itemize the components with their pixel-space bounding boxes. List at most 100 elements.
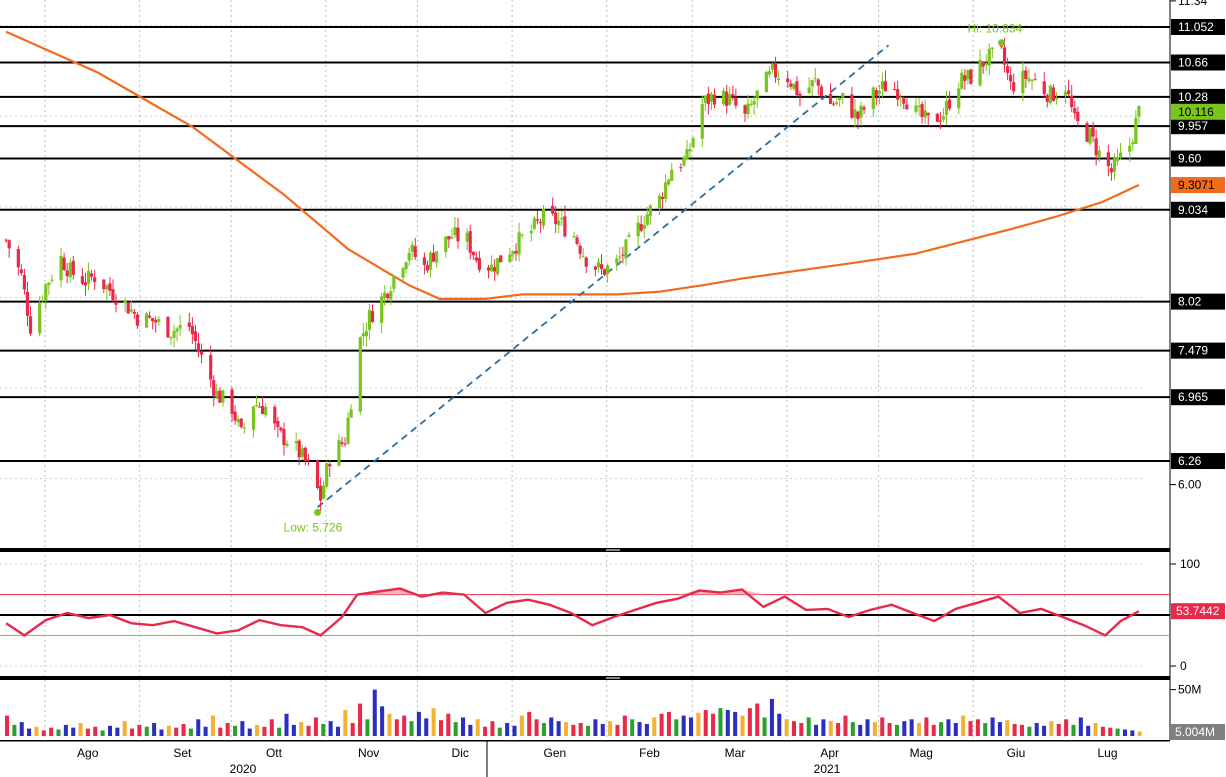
volume-bar (1027, 726, 1032, 736)
candle (425, 260, 430, 273)
volume-bar (681, 715, 686, 736)
candle (431, 244, 436, 263)
candle (682, 154, 686, 168)
candle (1027, 68, 1031, 84)
candle (450, 228, 454, 240)
volume-bar (644, 723, 649, 736)
candle (923, 99, 927, 124)
month-label: Dic (452, 746, 469, 760)
candle (902, 96, 906, 110)
candle (978, 49, 982, 87)
volume-bar (269, 719, 274, 736)
volume-bar (1064, 719, 1069, 736)
volume-bar (615, 724, 620, 736)
volume-bar (365, 719, 370, 736)
volume-bar (453, 722, 458, 736)
candle (123, 297, 127, 312)
volume-bar (711, 713, 716, 736)
candle (755, 90, 759, 108)
candle (22, 268, 27, 295)
volume-bar (983, 723, 988, 736)
volume-bar (122, 721, 127, 736)
candle (1088, 127, 1092, 146)
panel-separator (0, 676, 1170, 680)
candle (535, 210, 539, 225)
candle (850, 86, 854, 119)
candle (135, 312, 139, 329)
candle (68, 257, 72, 283)
candle (960, 68, 964, 90)
candle (1006, 57, 1010, 81)
volume-bar (12, 724, 17, 736)
candle (1009, 66, 1013, 90)
volume-bar (247, 728, 252, 736)
volume-bar (997, 722, 1002, 736)
volume-bar (894, 724, 899, 736)
candle (486, 264, 491, 279)
candle (209, 345, 213, 388)
candle (59, 247, 63, 288)
volume-bar (56, 729, 61, 736)
candle (1091, 121, 1095, 143)
volume-bar (924, 717, 929, 736)
y-tick-label: 0 (1180, 659, 1187, 673)
candle (370, 304, 375, 323)
candle (1064, 85, 1068, 104)
candle (1045, 93, 1049, 108)
level-label: 8.02 (1171, 293, 1225, 310)
candle (300, 444, 304, 461)
candle (1067, 79, 1071, 97)
candle (199, 343, 204, 364)
candle (322, 480, 326, 500)
candle (941, 108, 946, 123)
svg-text:9.3071: 9.3071 (1178, 178, 1215, 192)
candle (196, 332, 201, 358)
candle (944, 90, 949, 126)
volume-bar (1086, 725, 1091, 736)
candle (709, 91, 714, 110)
candle (624, 238, 628, 266)
month-label: Apr (820, 746, 839, 760)
moving-average (5, 30, 1140, 300)
candle (578, 242, 582, 260)
candle (273, 404, 277, 431)
candle (233, 405, 237, 425)
low-annotation: Low: 5.726 (284, 520, 343, 534)
svg-text:8.02: 8.02 (1178, 295, 1202, 309)
volume-bar (1100, 726, 1105, 736)
volume-bar (358, 703, 363, 736)
volume-bar (1012, 723, 1017, 736)
candle (1054, 91, 1059, 105)
volume-bar (762, 717, 767, 736)
volume-bar (409, 721, 414, 736)
candle (621, 246, 625, 264)
volume-bar (210, 715, 215, 736)
candle (62, 252, 66, 271)
candle (841, 92, 845, 104)
volume-bar (630, 719, 635, 736)
volume-bar (233, 725, 238, 736)
volume-bar (578, 723, 583, 736)
volume-bar (784, 719, 789, 736)
time-axis: Ago Set Ott Nov Dic Gen Feb Mar Apr Mag Giu Lug 2020… (0, 740, 1170, 777)
candle (413, 237, 417, 260)
candle (947, 91, 952, 112)
candle (935, 112, 939, 123)
candle (731, 85, 735, 101)
candle (215, 383, 219, 400)
candle (386, 292, 390, 302)
candle (4, 238, 8, 243)
candle (407, 247, 411, 267)
candle (218, 387, 222, 403)
candle (508, 247, 512, 264)
candle (114, 294, 118, 313)
volume-bar (27, 728, 32, 736)
volume-bar (549, 717, 554, 736)
volume-bar (380, 706, 385, 736)
year-label: 2020 (230, 762, 257, 776)
year-label: 2021 (814, 762, 841, 776)
volume-bar (865, 719, 870, 736)
svg-text:11.052: 11.052 (1178, 20, 1214, 34)
candle (465, 228, 469, 251)
candle (496, 257, 500, 277)
